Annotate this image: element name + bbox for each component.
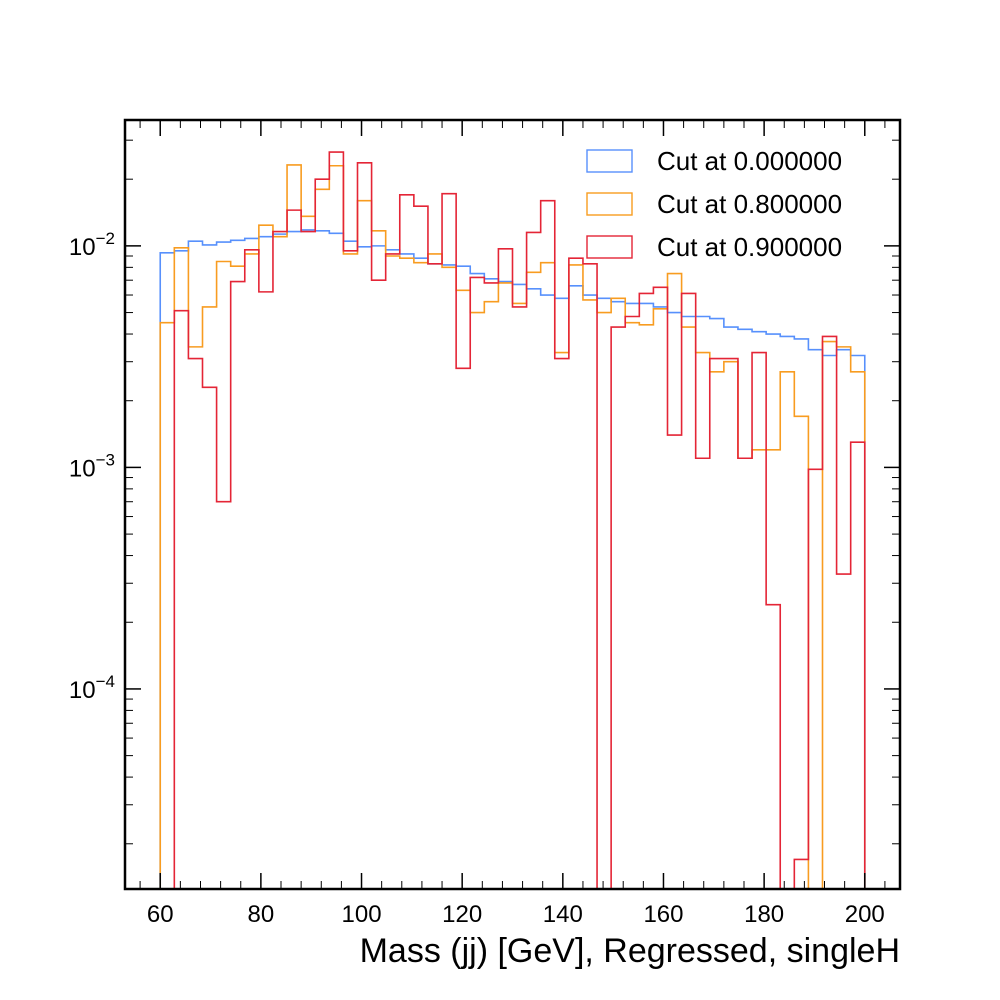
x-tick-label: 180	[744, 901, 784, 928]
legend-label-1: Cut at 0.000000	[657, 146, 842, 176]
x-tick-label: 120	[442, 901, 482, 928]
legend-label-2: Cut at 0.800000	[657, 189, 842, 219]
series-line-3	[173, 151, 866, 889]
x-tick-label: 160	[643, 901, 683, 928]
legend-swatch-3	[586, 235, 633, 259]
x-tick-label: 80	[248, 901, 275, 928]
legend-swatch-2	[586, 192, 633, 216]
series-line-1	[159, 229, 866, 889]
x-axis-title: Mass (jj) [GeV], Regressed, singleH	[360, 932, 900, 970]
x-tick-label: 100	[342, 901, 382, 928]
legend-label-3: Cut at 0.900000	[657, 232, 842, 262]
y-tick-label: 10−4	[69, 672, 115, 704]
x-tick-label: 140	[543, 901, 583, 928]
series-layer	[159, 151, 866, 889]
legend-swatch-1	[586, 149, 633, 173]
y-tick-label: 10−3	[69, 450, 115, 482]
y-tick-label: 10−2	[69, 229, 115, 261]
legend: Cut at 0.000000 Cut at 0.800000 Cut at 0.9…	[586, 146, 842, 262]
plot-frame	[123, 118, 902, 891]
ticks-layer: 60 80 100 120 140 160 180 200 10−4 10−3 10−2	[69, 120, 900, 928]
x-tick-label: 60	[147, 901, 174, 928]
x-tick-label: 200	[845, 901, 885, 928]
